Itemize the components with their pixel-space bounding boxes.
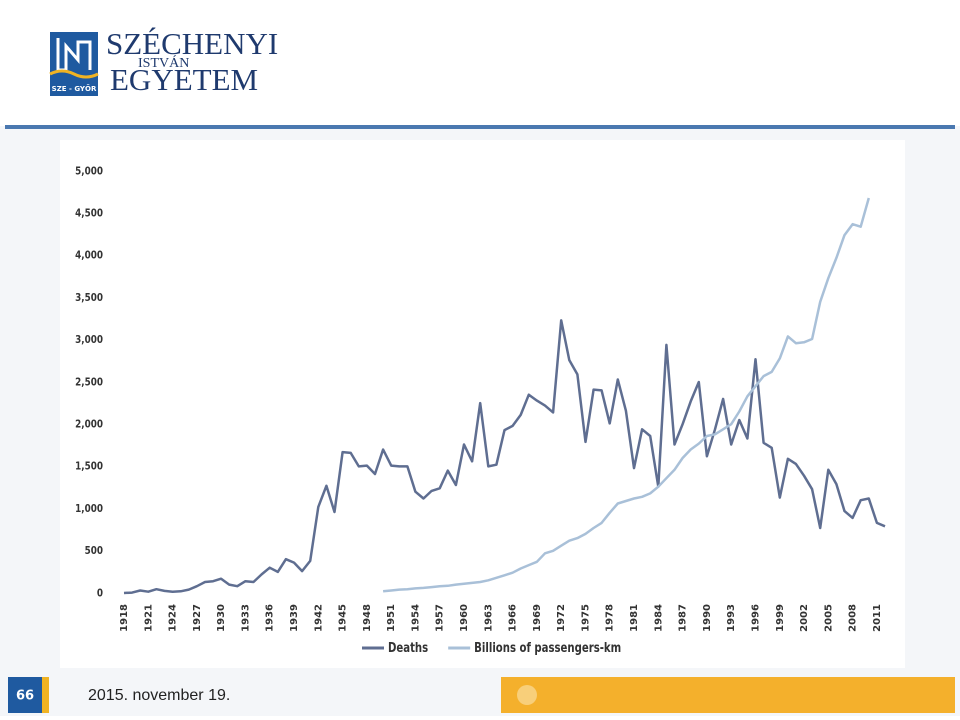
- x-tick-label: 1999: [775, 604, 786, 632]
- x-tick-label: 1981: [629, 604, 640, 632]
- x-tick-label: 2002: [799, 604, 810, 632]
- x-tick-label: 1954: [410, 604, 421, 632]
- logo-subtitle: ISTVÁN: [138, 54, 189, 71]
- x-tick-label: 2008: [848, 604, 859, 632]
- x-tick-label: 1972: [556, 604, 567, 632]
- page-number: 66: [16, 689, 34, 704]
- x-tick-label: 1942: [313, 604, 324, 632]
- x-tick-label: 1945: [338, 604, 349, 632]
- data-line: [382, 197, 871, 593]
- y-tick-label: 500: [85, 545, 103, 557]
- x-tick-label: 1951: [386, 604, 397, 632]
- x-tick-label: 1966: [508, 604, 519, 632]
- x-tick-label: 1993: [726, 604, 737, 632]
- logo-badge: SZE - GYŐR: [52, 84, 97, 93]
- y-tick-label: 1,500: [75, 461, 103, 473]
- legend-label: Billions of passengers-km: [474, 640, 621, 656]
- x-tick-label: 2005: [823, 604, 834, 632]
- footer-bar: [501, 677, 955, 713]
- x-tick-label: 1948: [362, 604, 373, 632]
- logo-wave: [49, 69, 99, 79]
- x-tick-label: 1939: [289, 604, 300, 632]
- x-tick-label: 1927: [192, 604, 203, 632]
- footer-accent: [42, 677, 49, 713]
- footer-date: 2015. november 19.: [88, 687, 230, 704]
- x-tick-label: 1963: [483, 604, 494, 632]
- x-tick-label: 1996: [750, 604, 761, 632]
- y-tick-label: 2,500: [75, 376, 103, 388]
- x-tick-label: 1987: [678, 604, 689, 632]
- y-tick-label: 2,000: [75, 419, 103, 431]
- y-tick-label: 4,500: [75, 208, 103, 220]
- chart: 0 500 1,000 1,500 2,000 2,500 3,000 3,500 4,000 4…: [75, 165, 886, 656]
- x-tick-label: 1960: [459, 604, 470, 632]
- data-line: [123, 319, 886, 595]
- x-tick-label: 1978: [605, 604, 616, 632]
- y-tick-label: 3,000: [75, 334, 103, 346]
- x-tick-label: 1975: [580, 604, 591, 632]
- x-tick-label: 1924: [168, 604, 179, 632]
- logo-title: EGYETEM: [110, 62, 258, 97]
- x-tick-label: 2011: [872, 604, 883, 632]
- x-tick-label: 1933: [240, 604, 251, 632]
- header-rule: [5, 125, 955, 129]
- y-tick-label: 1,000: [75, 503, 103, 515]
- x-tick-label: 1930: [216, 604, 227, 632]
- x-tick-label: 1918: [119, 604, 130, 632]
- y-tick-label: 5,000: [75, 165, 103, 177]
- x-tick-label: 1990: [702, 604, 713, 632]
- header-bg: [0, 0, 960, 126]
- footer-icon: [517, 685, 537, 705]
- x-tick-label: 1936: [265, 604, 276, 632]
- x-tick-label: 1984: [653, 604, 664, 632]
- logo-title: SZÉCHENYI: [106, 26, 278, 61]
- y-tick-label: 4,000: [75, 250, 103, 262]
- x-tick-label: 1969: [532, 604, 543, 632]
- legend-label: Deaths: [388, 640, 428, 656]
- y-tick-label: 0: [97, 587, 103, 599]
- chart-area: [60, 140, 905, 668]
- page-number-box: [8, 677, 42, 713]
- x-tick-label: 1921: [143, 604, 154, 632]
- y-tick-label: 3,500: [75, 292, 103, 304]
- x-tick-label: 1957: [435, 604, 446, 632]
